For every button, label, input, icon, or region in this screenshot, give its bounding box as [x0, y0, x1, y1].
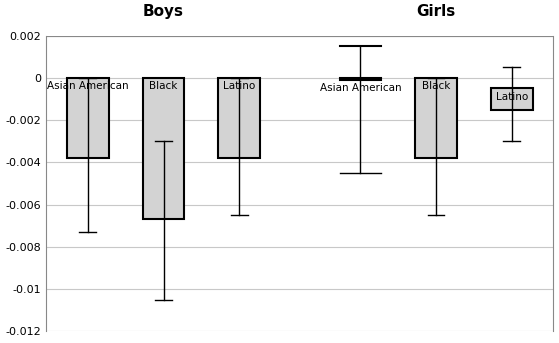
Bar — [219, 78, 260, 158]
Bar — [339, 78, 381, 80]
Bar — [143, 78, 184, 220]
Bar — [415, 78, 457, 158]
Text: Girls: Girls — [416, 4, 456, 19]
Text: Latino: Latino — [496, 92, 528, 102]
Text: Latino: Latino — [223, 81, 255, 91]
Text: Black: Black — [422, 81, 451, 91]
Bar — [491, 88, 533, 110]
Text: Black: Black — [149, 81, 178, 91]
Text: Boys: Boys — [143, 4, 184, 19]
Text: Asian American: Asian American — [47, 81, 129, 91]
Bar — [67, 78, 108, 158]
Text: Asian American: Asian American — [320, 83, 401, 93]
